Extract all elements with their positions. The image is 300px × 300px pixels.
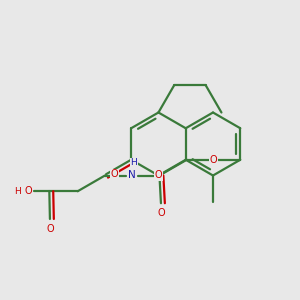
Text: H: H [130, 158, 137, 167]
Text: O: O [25, 186, 32, 196]
Text: H: H [14, 187, 21, 196]
Text: O: O [46, 224, 54, 234]
Text: O: O [111, 169, 118, 179]
Text: N: N [128, 170, 136, 181]
Text: O: O [210, 155, 217, 165]
Text: O: O [154, 170, 162, 181]
Text: O: O [157, 208, 165, 218]
